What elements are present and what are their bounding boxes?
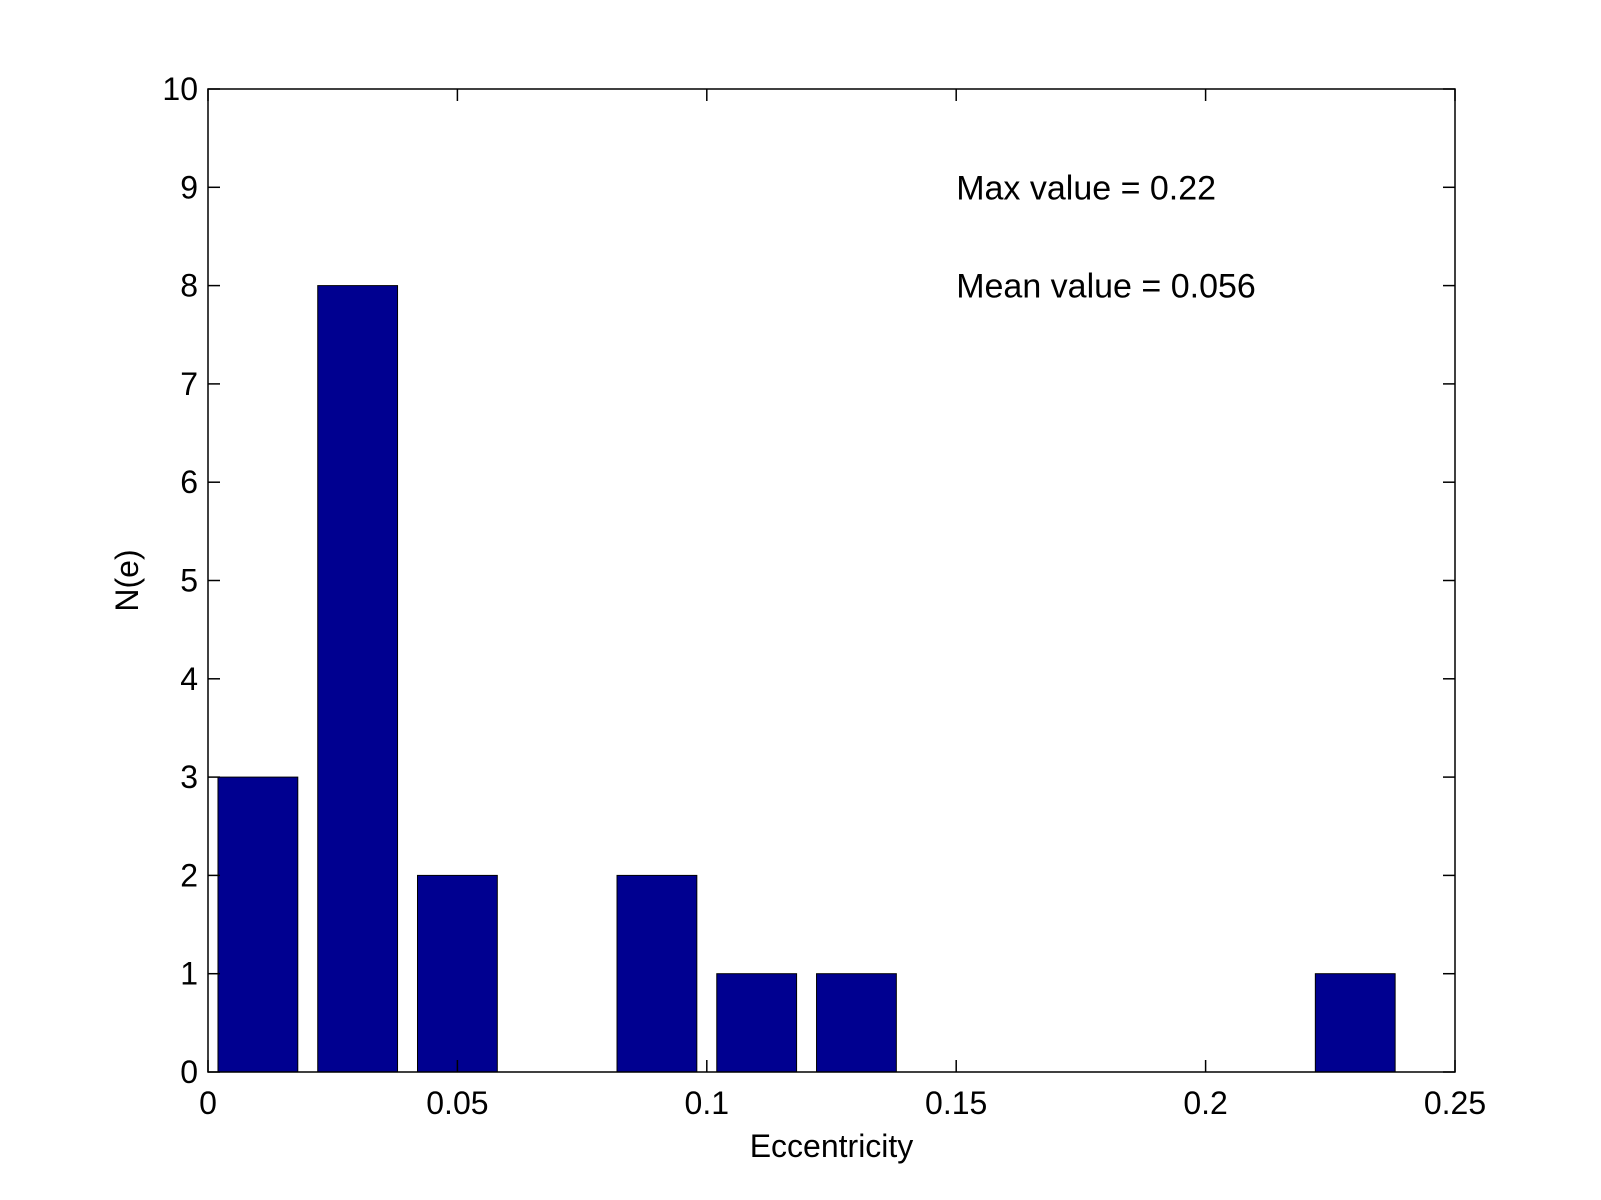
y-tick-label: 2 (180, 857, 198, 893)
ticks-group (207, 88, 1456, 1073)
x-tick-label: 0.05 (426, 1085, 488, 1121)
x-axis-label: Eccentricity (750, 1128, 914, 1164)
y-axis-label: N(e) (109, 549, 145, 611)
y-tick-labels: 0 1 2 3 4 5 6 7 8 9 10 (162, 71, 198, 1090)
histogram-bar (317, 285, 399, 1073)
mean-value-annotation: Mean value = 0.056 (956, 268, 1256, 306)
y-tick-label: 5 (180, 563, 198, 599)
y-tick-label: 3 (180, 759, 198, 795)
y-tick-label: 9 (180, 169, 198, 205)
y-tick-label: 0 (180, 1054, 198, 1090)
y-tick-label: 6 (180, 464, 198, 500)
y-tick-label: 10 (162, 71, 198, 107)
y-tick-label: 4 (180, 661, 198, 697)
histogram-bar (416, 874, 498, 1073)
histogram-bar (816, 973, 897, 1073)
y-tick-label: 8 (180, 268, 198, 304)
max-value-annotation: Max value = 0.22 (956, 169, 1216, 207)
x-tick-label: 0.25 (1424, 1085, 1486, 1121)
x-tick-labels: 0 0.05 0.1 0.15 0.2 0.25 (199, 1085, 1486, 1121)
histogram-bar (716, 973, 798, 1073)
y-tick-label: 7 (180, 366, 198, 402)
x-tick-label: 0.15 (925, 1085, 987, 1121)
x-tick-label: 0.1 (685, 1085, 729, 1121)
y-tick-label: 1 (180, 956, 198, 992)
histogram-bar (1314, 973, 1396, 1073)
x-tick-label: 0.2 (1183, 1085, 1227, 1121)
histogram-bar (616, 874, 698, 1073)
histogram-bar (217, 776, 299, 1073)
x-tick-label: 0 (199, 1085, 217, 1121)
bars-group (217, 285, 1396, 1073)
